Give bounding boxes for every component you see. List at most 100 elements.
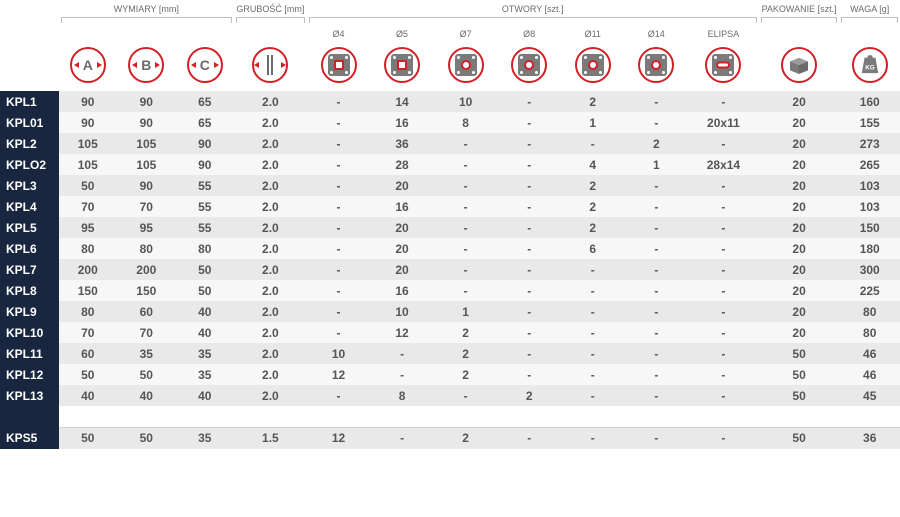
table-row: KPL7200200502.0-20-----20300	[0, 259, 900, 280]
dim-a-icon: A	[70, 47, 106, 83]
table-row: KPS55050351.512-2----5036	[0, 427, 900, 449]
cell-B: 200	[117, 259, 176, 280]
cell-o7: 2	[434, 427, 498, 449]
cell-o14: -	[625, 112, 689, 133]
hdr-o7: Ø7	[434, 25, 498, 41]
cell-o14: -	[625, 196, 689, 217]
cell-o8: 2	[497, 385, 561, 406]
cell-o11: -	[561, 301, 625, 322]
cell-o5: 8	[370, 385, 434, 406]
cell-o4: -	[307, 301, 371, 322]
cell-o11: -	[561, 259, 625, 280]
cell-thk: 2.0	[234, 133, 307, 154]
cell-el: -	[688, 91, 759, 112]
cell-el: 28x14	[688, 154, 759, 175]
cell-o5: -	[370, 427, 434, 449]
hdr-grubosc: GRUBOŚĆ [mm]	[236, 4, 304, 14]
cell-o14: -	[625, 385, 689, 406]
spec-table-inner: WYMIARY [mm] GRUBOŚĆ [mm] OTWORY [szt.] …	[0, 0, 900, 449]
cell-C: 35	[176, 343, 235, 364]
hdr-o11: Ø11	[561, 25, 625, 41]
cell-o7: -	[434, 259, 498, 280]
cell-o4: -	[307, 154, 371, 175]
weight-icon: KG	[852, 47, 888, 83]
hdr-o14: Ø14	[625, 25, 689, 41]
cell-B: 60	[117, 301, 176, 322]
cell-el: -	[688, 301, 759, 322]
cell-A: 50	[59, 427, 118, 449]
cell-o11: -	[561, 343, 625, 364]
cell-thk: 2.0	[234, 91, 307, 112]
cell-o5: 28	[370, 154, 434, 175]
hole-o5-icon	[384, 47, 420, 83]
thickness-icon	[252, 47, 288, 83]
cell-el: -	[688, 427, 759, 449]
cell-C: 40	[176, 301, 235, 322]
cell-B: 90	[117, 112, 176, 133]
cell-waga: 80	[839, 322, 900, 343]
row-code: KPL13	[0, 385, 59, 406]
cell-o8: -	[497, 133, 561, 154]
cell-pack: 20	[759, 91, 840, 112]
cell-o4: -	[307, 217, 371, 238]
cell-waga: 80	[839, 301, 900, 322]
header-icons: A B C KG	[0, 41, 900, 91]
hdr-otwory: OTWORY [szt.]	[502, 4, 564, 14]
cell-o4: -	[307, 322, 371, 343]
table-row: KPL8150150502.0-16-----20225	[0, 280, 900, 301]
cell-C: 55	[176, 196, 235, 217]
cell-A: 200	[59, 259, 118, 280]
spacer-row	[0, 406, 900, 427]
cell-o14: -	[625, 91, 689, 112]
cell-waga: 300	[839, 259, 900, 280]
cell-o14: 1	[625, 154, 689, 175]
hole-o14-icon	[638, 47, 674, 83]
cell-A: 105	[59, 154, 118, 175]
hole-o4-icon	[321, 47, 357, 83]
cell-o5: -	[370, 364, 434, 385]
cell-waga: 36	[839, 427, 900, 449]
cell-A: 95	[59, 217, 118, 238]
package-icon	[781, 47, 817, 83]
cell-C: 90	[176, 133, 235, 154]
cell-thk: 2.0	[234, 112, 307, 133]
cell-o7: -	[434, 133, 498, 154]
cell-pack: 20	[759, 154, 840, 175]
cell-C: 65	[176, 91, 235, 112]
row-code: KPS5	[0, 427, 59, 449]
cell-o11: 2	[561, 175, 625, 196]
cell-o14: -	[625, 322, 689, 343]
cell-o8: -	[497, 238, 561, 259]
cell-o5: 36	[370, 133, 434, 154]
cell-pack: 20	[759, 238, 840, 259]
cell-pack: 50	[759, 343, 840, 364]
cell-waga: 103	[839, 196, 900, 217]
cell-o7: 1	[434, 301, 498, 322]
cell-el: -	[688, 364, 759, 385]
cell-o11: 2	[561, 91, 625, 112]
cell-A: 105	[59, 133, 118, 154]
cell-A: 60	[59, 343, 118, 364]
cell-o5: 16	[370, 112, 434, 133]
cell-o11: -	[561, 322, 625, 343]
cell-o8: -	[497, 364, 561, 385]
cell-o7: 2	[434, 343, 498, 364]
cell-thk: 2.0	[234, 322, 307, 343]
hole-o8-icon	[511, 47, 547, 83]
row-code: KPL12	[0, 364, 59, 385]
cell-B: 40	[117, 385, 176, 406]
table-row: KPL134040402.0-8-2---5045	[0, 385, 900, 406]
table-row: KPL19090652.0-1410-2--20160	[0, 91, 900, 112]
cell-pack: 50	[759, 427, 840, 449]
cell-B: 95	[117, 217, 176, 238]
hdr-o4: Ø4	[307, 25, 371, 41]
cell-waga: 273	[839, 133, 900, 154]
cell-B: 105	[117, 133, 176, 154]
cell-o7: -	[434, 175, 498, 196]
cell-pack: 20	[759, 133, 840, 154]
cell-pack: 20	[759, 301, 840, 322]
cell-o8: -	[497, 196, 561, 217]
cell-o7: 2	[434, 364, 498, 385]
cell-B: 50	[117, 427, 176, 449]
svg-text:KG: KG	[865, 65, 875, 72]
